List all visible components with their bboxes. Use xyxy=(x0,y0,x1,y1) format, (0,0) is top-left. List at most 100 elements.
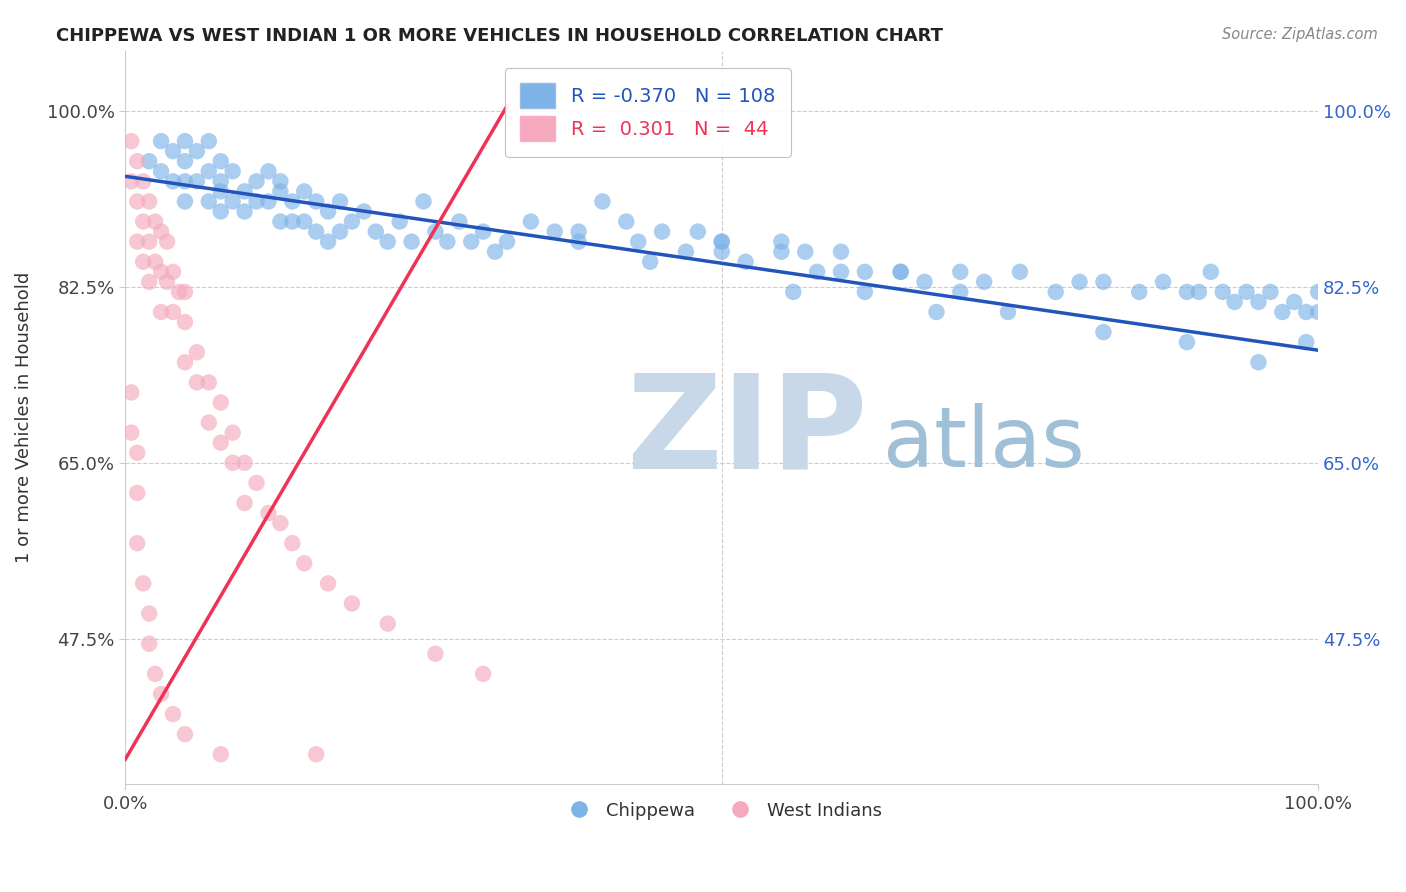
Point xyxy=(388,214,411,228)
Point xyxy=(675,244,697,259)
Point xyxy=(138,235,160,249)
Point xyxy=(1045,285,1067,299)
Point xyxy=(198,134,221,148)
Point xyxy=(174,315,197,329)
Point xyxy=(1295,335,1317,350)
Point xyxy=(269,516,291,530)
Point xyxy=(710,235,733,249)
Point xyxy=(340,597,363,611)
Point xyxy=(949,285,972,299)
Point xyxy=(305,747,328,762)
Point xyxy=(138,194,160,209)
Point xyxy=(292,214,315,228)
Point xyxy=(806,265,828,279)
Point xyxy=(1092,275,1115,289)
Point xyxy=(221,164,243,178)
Point xyxy=(132,576,155,591)
Point xyxy=(377,235,399,249)
Point xyxy=(1008,265,1031,279)
Point xyxy=(120,174,142,188)
Point xyxy=(377,616,399,631)
Point xyxy=(150,134,173,148)
Text: ZIP: ZIP xyxy=(626,368,868,496)
Point xyxy=(316,576,339,591)
Point xyxy=(138,637,160,651)
Point xyxy=(364,225,387,239)
Point xyxy=(209,154,232,169)
Point xyxy=(127,154,149,169)
Point xyxy=(120,425,142,440)
Point xyxy=(209,204,232,219)
Point xyxy=(174,194,197,209)
Point xyxy=(830,244,852,259)
Point xyxy=(1175,285,1198,299)
Point xyxy=(269,185,291,199)
Point xyxy=(221,194,243,209)
Point xyxy=(472,666,495,681)
Point xyxy=(1308,285,1330,299)
Point xyxy=(568,235,591,249)
Point xyxy=(269,174,291,188)
Point xyxy=(209,185,232,199)
Point xyxy=(143,666,166,681)
Point xyxy=(198,376,221,390)
Point xyxy=(186,174,208,188)
Point xyxy=(162,174,184,188)
Point xyxy=(316,204,339,219)
Point xyxy=(174,174,197,188)
Point xyxy=(281,214,304,228)
Point xyxy=(150,687,173,701)
Point xyxy=(174,134,197,148)
Point xyxy=(1223,295,1246,310)
Point xyxy=(853,265,876,279)
Point xyxy=(305,194,328,209)
Point xyxy=(1295,305,1317,319)
Point xyxy=(174,727,197,741)
Point xyxy=(638,254,661,268)
Point xyxy=(156,275,179,289)
Point xyxy=(198,416,221,430)
Point xyxy=(449,214,471,228)
Point xyxy=(292,185,315,199)
Point xyxy=(425,225,447,239)
Point xyxy=(853,285,876,299)
Point xyxy=(127,235,149,249)
Point xyxy=(1188,285,1211,299)
Point xyxy=(143,214,166,228)
Point xyxy=(162,707,184,722)
Point xyxy=(233,185,256,199)
Point xyxy=(329,225,352,239)
Point xyxy=(1271,305,1294,319)
Point xyxy=(770,235,793,249)
Point xyxy=(132,214,155,228)
Point xyxy=(770,244,793,259)
Point xyxy=(257,164,280,178)
Point xyxy=(568,225,591,239)
Point xyxy=(401,235,423,249)
Point xyxy=(1069,275,1091,289)
Point xyxy=(127,194,149,209)
Point xyxy=(520,214,543,228)
Point xyxy=(132,174,155,188)
Point xyxy=(890,265,912,279)
Point xyxy=(830,265,852,279)
Point xyxy=(1128,285,1150,299)
Point xyxy=(1247,295,1270,310)
Point xyxy=(973,275,995,289)
Point xyxy=(686,225,709,239)
Point xyxy=(209,747,232,762)
Point xyxy=(186,376,208,390)
Point xyxy=(127,446,149,460)
Point xyxy=(162,305,184,319)
Point xyxy=(281,536,304,550)
Point xyxy=(1199,265,1222,279)
Point xyxy=(162,144,184,158)
Point xyxy=(120,134,142,148)
Point xyxy=(150,265,173,279)
Point xyxy=(186,144,208,158)
Point xyxy=(484,244,506,259)
Y-axis label: 1 or more Vehicles in Household: 1 or more Vehicles in Household xyxy=(15,272,32,563)
Legend: Chippewa, West Indians: Chippewa, West Indians xyxy=(554,794,890,827)
Point xyxy=(143,254,166,268)
Point xyxy=(329,194,352,209)
